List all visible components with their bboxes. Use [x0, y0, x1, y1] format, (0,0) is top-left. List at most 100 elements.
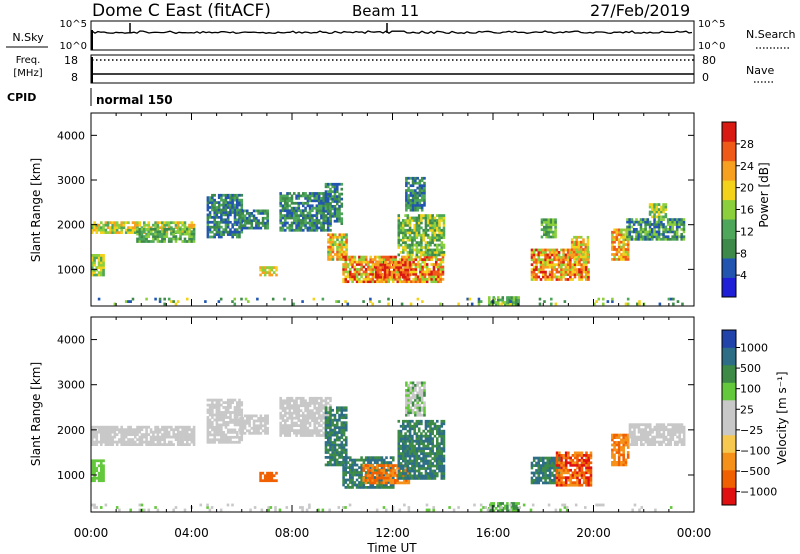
data-cell [635, 235, 638, 239]
data-cell [420, 447, 423, 450]
data-cell [243, 224, 247, 227]
data-cell [497, 303, 500, 307]
data-cell [549, 223, 553, 227]
data-cell [326, 431, 330, 434]
data-cell [408, 439, 412, 443]
data-cell [433, 224, 437, 227]
data-cell [302, 219, 305, 222]
data-cell [416, 196, 419, 200]
data-cell [413, 427, 416, 431]
data-cell [409, 199, 413, 202]
data-cell [353, 258, 357, 261]
data-cell [297, 429, 301, 432]
data-cell [409, 194, 413, 197]
data-cell [206, 438, 210, 442]
data-cell [333, 214, 337, 218]
data-cell [288, 228, 292, 232]
data-cell [662, 210, 665, 214]
data-cell [181, 443, 184, 446]
data-cell [215, 213, 219, 217]
data-cell [304, 416, 307, 420]
data-cell [416, 275, 420, 279]
data-cell [436, 462, 439, 465]
data-cell [430, 270, 433, 274]
data-cell [343, 253, 346, 256]
data-cell [248, 221, 251, 225]
data-cell [329, 436, 332, 439]
data-cell [222, 201, 225, 204]
data-cell [408, 419, 412, 423]
data-cell [97, 261, 101, 265]
data-cell [436, 432, 439, 436]
data-cell [255, 419, 258, 423]
data-cell [409, 408, 413, 412]
data-cell [397, 231, 401, 235]
data-cell [206, 235, 210, 239]
data-cell [613, 253, 616, 256]
data-cell [329, 212, 332, 216]
data-cell [438, 442, 441, 446]
data-cell [211, 426, 214, 429]
data-cell [418, 184, 422, 188]
data-cell [411, 454, 414, 458]
data-cell [337, 300, 341, 303]
data-cell [306, 221, 310, 225]
data-cell [441, 255, 445, 259]
data-cell [622, 253, 625, 256]
data-cell [233, 203, 237, 207]
data-cell [241, 419, 245, 423]
data-cell [95, 273, 99, 277]
data-cell [655, 215, 659, 219]
data-cell [442, 432, 446, 436]
data-cell [408, 216, 412, 220]
data-cell [551, 263, 554, 267]
data-cell [113, 430, 117, 434]
data-cell [430, 263, 433, 266]
data-cell [438, 447, 441, 450]
data-cell [402, 434, 405, 438]
data-cell [431, 422, 434, 426]
data-cell [399, 434, 403, 438]
data-cell [226, 220, 230, 224]
data-cell [379, 266, 382, 269]
data-cell [397, 266, 401, 269]
data-cell [564, 253, 568, 257]
data-cell [371, 474, 374, 477]
data-cell [327, 233, 330, 237]
data-cell [275, 268, 278, 272]
data-cell [217, 418, 221, 422]
data-cell [560, 270, 563, 274]
data-cell [510, 298, 514, 302]
data-cell [290, 209, 294, 213]
data-cell [577, 250, 581, 254]
data-cell [393, 270, 396, 274]
data-cell [673, 233, 677, 236]
data-cell [213, 208, 216, 212]
data-cell [138, 223, 142, 227]
data-cell [422, 429, 425, 433]
data-cell [512, 303, 516, 307]
data-cell [624, 253, 628, 256]
data-cell [578, 273, 581, 276]
data-cell [229, 206, 232, 209]
data-cell [124, 433, 128, 436]
data-cell [407, 403, 410, 407]
data-cell [388, 273, 392, 277]
data-cell [578, 275, 581, 279]
data-cell [233, 406, 237, 409]
data-cell [440, 462, 444, 465]
data-cell [404, 275, 407, 279]
data-cell [186, 230, 189, 234]
data-cell [279, 226, 282, 230]
data-cell [440, 457, 444, 460]
data-cell [602, 302, 605, 306]
data-cell [224, 408, 228, 412]
data-cell [431, 439, 434, 443]
data-cell [422, 459, 425, 463]
data-cell [320, 209, 323, 213]
data-cell [239, 221, 242, 225]
data-cell [317, 421, 321, 425]
data-cell [329, 240, 332, 244]
data-cell [429, 422, 432, 426]
data-cell [611, 248, 614, 251]
